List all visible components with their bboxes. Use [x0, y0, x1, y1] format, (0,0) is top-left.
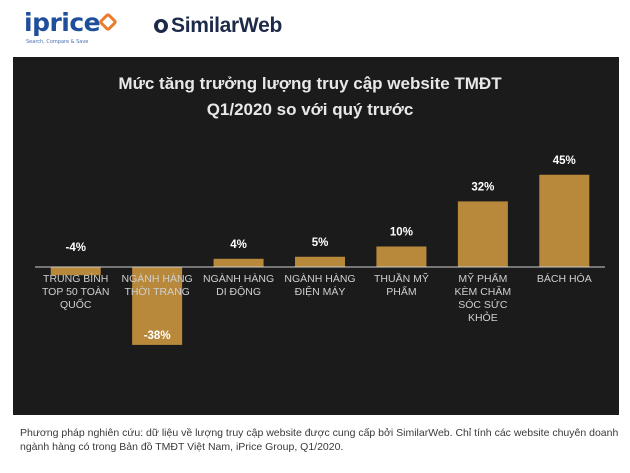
- category-label-line: NGÀNH HÀNG: [122, 272, 193, 285]
- category-label-line: THỜI TRANG: [124, 285, 189, 298]
- bar-7: [539, 174, 590, 267]
- iprice-logo: iprice Search, Compare & Save: [24, 8, 119, 45]
- bar-chart: Mức tăng trưởng lượng truy cập website T…: [35, 74, 605, 345]
- category-label-line: THUẦN MỸ: [374, 272, 429, 285]
- category-label-7: BÁCH HÓA: [537, 272, 592, 285]
- iprice-logo-text: iprice: [24, 8, 101, 37]
- bar-5: [376, 246, 427, 267]
- category-label-2: NGÀNH HÀNG THỜI TRANG: [122, 272, 193, 298]
- bar-1: [50, 267, 101, 276]
- category-label-6: MỸ PHẨM KÈM CHĂM SÓC SỨC KHỎE: [455, 272, 512, 324]
- category-label-line: NGÀNH HÀNG: [203, 272, 274, 285]
- data-label-6: 32%: [471, 181, 494, 193]
- iprice-diamond-icon: [98, 12, 119, 32]
- category-label-line: BÁCH HÓA: [537, 272, 592, 285]
- methodology-footnote: Phương pháp nghiên cứu: dữ liệu về lượng…: [20, 427, 619, 453]
- bar-3: [213, 258, 264, 267]
- category-label-line: SÓC SỨC: [458, 298, 508, 311]
- data-label-5: 10%: [390, 227, 413, 239]
- category-label-line: NGÀNH HÀNG: [284, 272, 355, 285]
- category-label-5: THUẦN MỸ PHẨM: [374, 272, 429, 298]
- data-label-1: -4%: [65, 242, 85, 254]
- similarweb-logo-text: SimilarWeb: [171, 14, 282, 37]
- similarweb-swirl-icon: [154, 19, 168, 33]
- data-label-3: 4%: [230, 239, 247, 251]
- category-label-3: NGÀNH HÀNG DI ĐỘNG: [203, 272, 274, 298]
- category-label-line: PHẨM: [386, 285, 416, 298]
- bar-6: [457, 201, 508, 267]
- data-label-7: 45%: [553, 155, 576, 167]
- category-label-line: KHỎE: [468, 311, 498, 324]
- data-label-4: 5%: [312, 237, 329, 249]
- category-label-line: QUỐC: [60, 297, 92, 311]
- similarweb-logo: SimilarWeb: [154, 14, 282, 38]
- category-label-line: TOP 50 TOÀN: [42, 285, 110, 298]
- category-label-4: NGÀNH HÀNG ĐIỆN MÁY: [284, 272, 355, 298]
- logo-bar: iprice Search, Compare & Save SimilarWeb: [0, 0, 630, 58]
- bar-4: [295, 256, 345, 267]
- category-label-1: TRUNG BÌNH TOP 50 TOÀN QUỐC: [42, 272, 110, 311]
- data-label-2: -38%: [144, 330, 171, 342]
- category-label-line: DI ĐỘNG: [216, 285, 261, 298]
- chart-panel: Mức tăng trưởng lượng truy cập website T…: [13, 57, 619, 415]
- chart-title: Mức tăng trưởng lượng truy cập website T…: [118, 74, 502, 93]
- category-label-line: ĐIỆN MÁY: [295, 285, 346, 298]
- category-label-line: MỸ PHẨM: [458, 272, 507, 285]
- bar-2: [132, 267, 183, 345]
- category-label-line: TRUNG BÌNH: [43, 272, 108, 285]
- iprice-tagline: Search, Compare & Save: [26, 39, 89, 45]
- chart-subtitle: Q1/2020 so với quý trước: [207, 100, 414, 119]
- category-label-line: KÈM CHĂM: [455, 285, 512, 298]
